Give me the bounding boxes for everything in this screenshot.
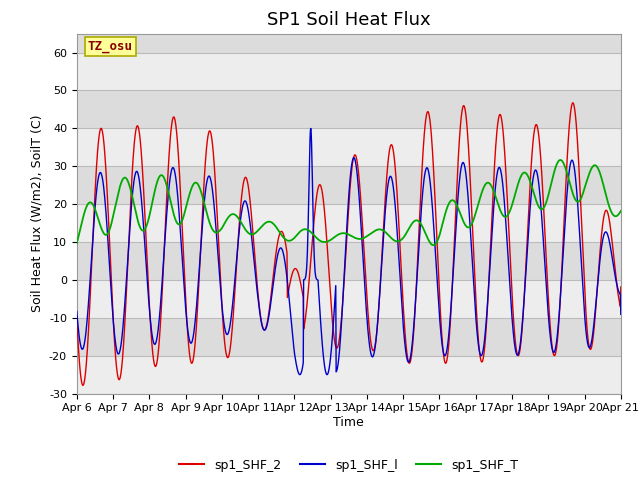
sp1_SHF_T [505,211,513,217]
sp1_SHF_T [429,242,437,248]
Bar [77,204,621,242]
Text: TZ_osu: TZ_osu [88,40,132,53]
sp1_SHF_l [73,309,81,314]
Bar [77,128,621,166]
Line: sp1_SHF_2: sp1_SHF_2 [77,103,621,385]
sp1_SHF_2 [195,294,202,300]
sp1_SHF_T [255,227,262,233]
sp1_SHF_l [194,287,202,293]
Line: sp1_SHF_T: sp1_SHF_T [77,160,621,245]
sp1_SHF_2 [617,284,625,290]
X-axis label: Time: Time [333,416,364,429]
Line: sp1_SHF_l: sp1_SHF_l [77,129,621,375]
Y-axis label: Soil Heat Flux (W/m2), SoilT (C): Soil Heat Flux (W/m2), SoilT (C) [30,115,44,312]
sp1_SHF_T [73,240,81,246]
sp1_SHF_2 [569,100,577,106]
sp1_SHF_2 [553,345,561,351]
sp1_SHF_l [434,289,442,295]
sp1_SHF_T [180,210,188,216]
sp1_SHF_l [255,300,262,306]
sp1_SHF_T [553,162,561,168]
sp1_SHF_T [194,181,202,187]
sp1_SHF_l [553,336,561,342]
sp1_SHF_l [296,372,304,378]
sp1_SHF_l [617,312,625,317]
Bar [77,280,621,318]
sp1_SHF_2 [73,316,81,322]
sp1_SHF_T [617,208,625,214]
sp1_SHF_T [434,238,442,243]
Bar [77,356,621,394]
sp1_SHF_2 [79,383,86,388]
Legend: sp1_SHF_2, sp1_SHF_l, sp1_SHF_T: sp1_SHF_2, sp1_SHF_l, sp1_SHF_T [174,454,524,477]
sp1_SHF_2 [505,221,513,227]
sp1_SHF_l [307,126,315,132]
sp1_SHF_2 [255,301,263,307]
sp1_SHF_2 [181,282,189,288]
Title: SP1 Soil Heat Flux: SP1 Soil Heat Flux [267,11,431,29]
sp1_SHF_l [180,291,188,297]
sp1_SHF_T [556,157,564,163]
sp1_SHF_l [505,268,513,274]
Bar [77,52,621,90]
sp1_SHF_2 [434,249,442,255]
